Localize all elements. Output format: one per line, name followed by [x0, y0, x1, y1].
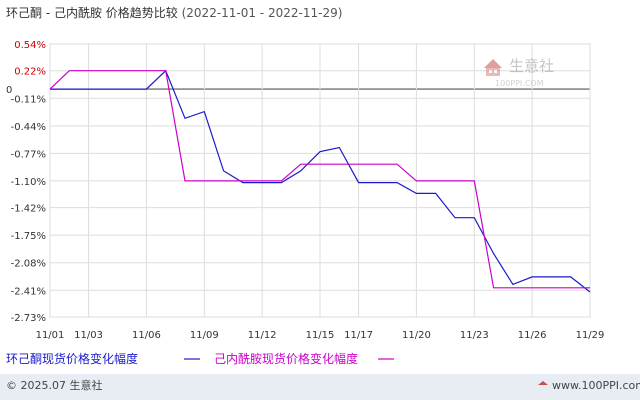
x-tick-label: 11/01 — [36, 330, 65, 341]
chart-date-range: (2022-11-01 - 2022-11-29) — [182, 6, 343, 20]
legend-label-2: 己内酰胺现货价格变化幅度 — [214, 351, 358, 366]
y-tick-label: -1.10% — [11, 177, 46, 188]
y-axis-ticks: 0.54% 0.22%0-0.11% -0.44% -0.77% -1.10% -1.42… — [6, 40, 46, 324]
legend-label-1: 环己酮现货价格变化幅度 — [6, 351, 138, 366]
legend-item-2: 己内酰胺现货价格变化幅度 — [214, 351, 394, 366]
footer-copyright: © 2025.07 生意社 — [6, 378, 102, 392]
x-tick-label: 11/29 — [576, 330, 605, 341]
watermark-subtext: 100PPI.COM — [495, 79, 544, 88]
footer-bar — [0, 374, 640, 400]
x-tick-label: 11/09 — [190, 330, 219, 341]
watermark: 生意社 100PPI.COM — [484, 57, 554, 88]
y-tick-label: -0.77% — [11, 149, 46, 160]
y-tick-label: -2.08% — [11, 259, 46, 270]
y-tick-label: -1.75% — [11, 231, 46, 242]
watermark-text: 生意社 — [509, 57, 554, 75]
footer-link[interactable]: www.100PPI.com — [538, 379, 640, 392]
y-tick-label: 0.54% — [14, 40, 46, 51]
y-tick-label: -0.44% — [11, 122, 46, 133]
series-line-2 — [49, 70, 590, 289]
x-tick-label: 11/23 — [460, 330, 489, 341]
chart-title: 环己酮 - 己内酰胺 价格趋势比较 (2022-11-01 - 2022-11-… — [6, 5, 342, 20]
footer-site-link[interactable]: www.100PPI.com — [552, 379, 640, 392]
x-tick-label: 11/26 — [518, 330, 547, 341]
x-tick-label: 11/15 — [306, 330, 335, 341]
y-tick-label: 0.22% — [14, 67, 46, 78]
y-tick-label: -2.41% — [11, 286, 46, 297]
chart-title-text: 环己酮 - 己内酰胺 价格趋势比较 — [6, 5, 178, 20]
series-lines — [49, 69, 591, 293]
x-axis-ticks: 11/01 11/03 11/06 11/09 11/12 11/15 11/17 11/20… — [36, 330, 605, 341]
y-tick-label: -2.73% — [11, 313, 46, 324]
x-tick-label: 11/03 — [74, 330, 103, 341]
house-logo-icon — [484, 59, 502, 76]
y-tick-label: -0.11% — [11, 94, 46, 105]
x-tick-label: 11/12 — [248, 330, 277, 341]
legend-item-1: 环己酮现货价格变化幅度 — [6, 351, 200, 366]
legend: 环己酮现货价格变化幅度 己内酰胺现货价格变化幅度 — [6, 351, 394, 366]
house-small-icon — [538, 381, 548, 385]
series-line-1 — [50, 69, 591, 293]
x-tick-label: 11/20 — [402, 330, 431, 341]
x-tick-label: 11/06 — [132, 330, 161, 341]
y-tick-label: 0 — [6, 85, 12, 96]
x-tick-label: 11/17 — [344, 330, 373, 341]
y-tick-label: -1.42% — [11, 204, 46, 215]
